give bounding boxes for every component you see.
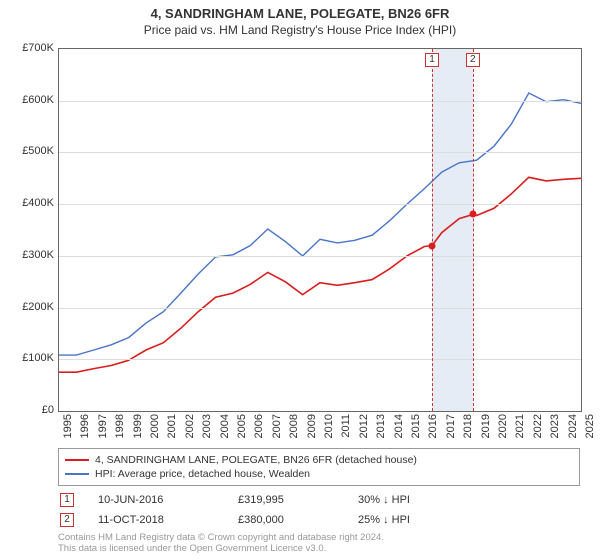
transaction-marker-1: 1 (425, 53, 439, 67)
transaction-price: £319,995 (238, 494, 358, 506)
legend-item: 4, SANDRINGHAM LANE, POLEGATE, BN26 6FR … (65, 453, 573, 467)
series-marker (429, 242, 436, 249)
x-tick-label: 2002 (184, 414, 196, 438)
line-canvas (59, 49, 581, 411)
legend-swatch (65, 473, 89, 475)
chart-container: 4, SANDRINGHAM LANE, POLEGATE, BN26 6FR … (0, 0, 600, 560)
y-tick-label: £100K (0, 352, 54, 364)
y-tick-label: £600K (0, 94, 54, 106)
y-tick-label: £400K (0, 197, 54, 209)
y-tick-label: £0 (0, 404, 54, 416)
x-tick-label: 1995 (62, 414, 74, 438)
transaction-price: £380,000 (238, 514, 358, 526)
footnote: Contains HM Land Registry data © Crown c… (58, 532, 580, 555)
x-tick-label: 2009 (306, 414, 318, 438)
x-tick-label: 2000 (149, 414, 161, 438)
y-tick-label: £200K (0, 301, 54, 313)
x-tick-label: 2016 (427, 414, 439, 438)
legend-swatch (65, 459, 89, 461)
transaction-date: 11-OCT-2018 (74, 514, 238, 526)
x-tick-label: 2022 (532, 414, 544, 438)
x-tick-label: 2001 (166, 414, 178, 438)
legend: 4, SANDRINGHAM LANE, POLEGATE, BN26 6FR … (58, 448, 580, 486)
x-tick-label: 2011 (340, 414, 352, 438)
transactions-table: 110-JUN-2016£319,99530% ↓ HPI211-OCT-201… (58, 490, 580, 530)
chart-subtitle: Price paid vs. HM Land Registry's House … (0, 21, 600, 45)
x-tick-label: 2014 (393, 414, 405, 438)
x-tick-label: 2024 (567, 414, 579, 438)
plot-area: 12 (58, 48, 582, 412)
x-tick-label: 1996 (79, 414, 91, 438)
x-tick-label: 2005 (236, 414, 248, 438)
x-tick-label: 2003 (201, 414, 213, 438)
legend-label: 4, SANDRINGHAM LANE, POLEGATE, BN26 6FR … (95, 454, 417, 466)
x-tick-label: 2015 (410, 414, 422, 438)
transaction-date: 10-JUN-2016 (74, 494, 238, 506)
transaction-vline (473, 49, 474, 411)
x-tick-label: 2010 (323, 414, 335, 438)
x-tick-label: 2023 (549, 414, 561, 438)
transaction-row: 211-OCT-2018£380,00025% ↓ HPI (58, 510, 580, 530)
x-tick-label: 2006 (253, 414, 265, 438)
x-tick-label: 2013 (375, 414, 387, 438)
x-tick-label: 2019 (480, 414, 492, 438)
transaction-marker-2: 2 (466, 53, 480, 67)
x-tick-label: 2008 (288, 414, 300, 438)
transaction-delta: 25% ↓ HPI (358, 514, 478, 526)
series-marker (469, 211, 476, 218)
x-tick-label: 2017 (445, 414, 457, 438)
footnote-line2: This data is licensed under the Open Gov… (58, 543, 326, 554)
chart-title: 4, SANDRINGHAM LANE, POLEGATE, BN26 6FR (0, 0, 600, 21)
x-tick-label: 2021 (514, 414, 526, 438)
x-tick-label: 2020 (497, 414, 509, 438)
series-price_paid (59, 177, 581, 372)
transaction-marker-icon: 1 (60, 493, 74, 507)
x-tick-label: 2025 (584, 414, 596, 438)
x-tick-label: 1998 (114, 414, 126, 438)
footnote-line1: Contains HM Land Registry data © Crown c… (58, 532, 384, 543)
transaction-delta: 30% ↓ HPI (358, 494, 478, 506)
x-tick-label: 2004 (219, 414, 231, 438)
x-tick-label: 1999 (132, 414, 144, 438)
legend-item: HPI: Average price, detached house, Weal… (65, 467, 573, 481)
transaction-row: 110-JUN-2016£319,99530% ↓ HPI (58, 490, 580, 510)
x-tick-label: 1997 (97, 414, 109, 438)
x-tick-label: 2018 (462, 414, 474, 438)
series-hpi (59, 93, 581, 355)
x-tick-label: 2012 (358, 414, 370, 438)
y-tick-label: £300K (0, 249, 54, 261)
x-tick-label: 2007 (271, 414, 283, 438)
y-tick-label: £700K (0, 42, 54, 54)
transaction-vline (432, 49, 433, 411)
legend-label: HPI: Average price, detached house, Weal… (95, 468, 310, 480)
transaction-marker-icon: 2 (60, 513, 74, 527)
y-tick-label: £500K (0, 145, 54, 157)
